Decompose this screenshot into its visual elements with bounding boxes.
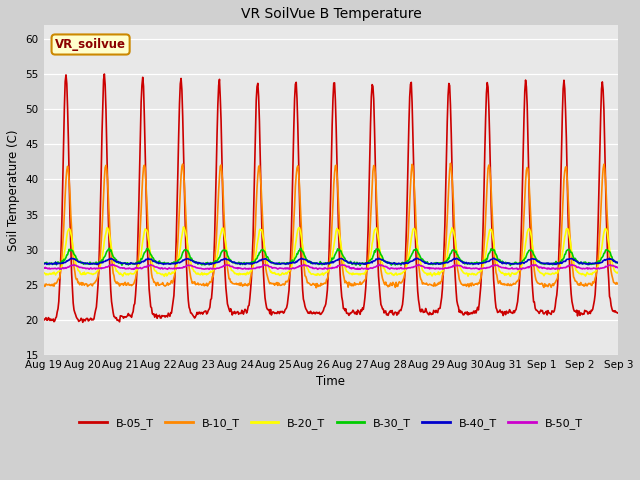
B-40_T: [419, 259, 427, 264]
B-20_T: [199, 272, 207, 278]
B-05_T: [419, 310, 427, 315]
X-axis label: Time: Time: [316, 375, 346, 388]
B-10_T: [447, 160, 454, 166]
Line: B-50_T: B-50_T: [44, 264, 618, 269]
Y-axis label: Soil Temperature (C): Soil Temperature (C): [7, 129, 20, 251]
B-30_T: [356, 263, 364, 268]
B-40_T: [614, 260, 622, 266]
B-50_T: [40, 265, 47, 271]
B-40_T: [200, 260, 207, 266]
B-50_T: [110, 262, 118, 268]
B-10_T: [402, 265, 410, 271]
B-20_T: [180, 224, 188, 230]
B-50_T: [402, 265, 410, 271]
Line: B-05_T: B-05_T: [44, 74, 618, 322]
B-05_T: [200, 309, 207, 315]
B-50_T: [109, 261, 116, 267]
Line: B-40_T: B-40_T: [44, 258, 618, 264]
B-30_T: [106, 245, 113, 251]
B-05_T: [79, 319, 86, 325]
Legend: B-05_T, B-10_T, B-20_T, B-30_T, B-40_T, B-50_T: B-05_T, B-10_T, B-20_T, B-30_T, B-40_T, …: [75, 413, 588, 433]
B-05_T: [111, 314, 118, 320]
B-30_T: [50, 261, 58, 266]
Line: B-20_T: B-20_T: [44, 227, 618, 276]
Title: VR SoilVue B Temperature: VR SoilVue B Temperature: [241, 7, 421, 21]
B-30_T: [403, 259, 410, 264]
B-30_T: [40, 261, 47, 266]
B-10_T: [614, 281, 622, 287]
Line: B-30_T: B-30_T: [44, 248, 618, 265]
B-30_T: [110, 255, 118, 261]
B-20_T: [402, 266, 410, 272]
B-10_T: [50, 283, 58, 289]
B-20_T: [50, 269, 58, 275]
B-20_T: [419, 267, 426, 273]
B-40_T: [403, 260, 410, 265]
B-10_T: [109, 270, 117, 276]
B-30_T: [199, 261, 207, 266]
B-40_T: [50, 261, 58, 266]
B-20_T: [168, 271, 175, 276]
B-20_T: [109, 255, 117, 261]
B-20_T: [507, 274, 515, 279]
B-50_T: [50, 265, 58, 271]
B-30_T: [614, 260, 622, 266]
B-30_T: [419, 257, 427, 263]
B-10_T: [168, 278, 175, 284]
B-40_T: [169, 261, 177, 266]
B-40_T: [111, 257, 118, 263]
B-50_T: [614, 265, 622, 271]
B-05_T: [50, 319, 58, 324]
B-20_T: [614, 270, 622, 276]
B-05_T: [40, 316, 47, 322]
Text: VR_soilvue: VR_soilvue: [55, 38, 126, 51]
B-10_T: [198, 282, 205, 288]
B-10_T: [419, 281, 426, 287]
B-50_T: [199, 266, 207, 272]
B-05_T: [403, 224, 410, 229]
B-50_T: [476, 266, 483, 272]
B-05_T: [100, 71, 108, 77]
B-05_T: [169, 299, 177, 304]
B-40_T: [40, 261, 47, 266]
B-30_T: [168, 260, 176, 266]
B-40_T: [93, 262, 101, 267]
B-50_T: [168, 266, 176, 272]
B-40_T: [68, 255, 76, 261]
Line: B-10_T: B-10_T: [44, 163, 618, 288]
B-10_T: [40, 281, 47, 287]
B-10_T: [312, 285, 320, 290]
B-20_T: [40, 270, 47, 276]
B-05_T: [614, 310, 622, 315]
B-50_T: [419, 264, 426, 269]
